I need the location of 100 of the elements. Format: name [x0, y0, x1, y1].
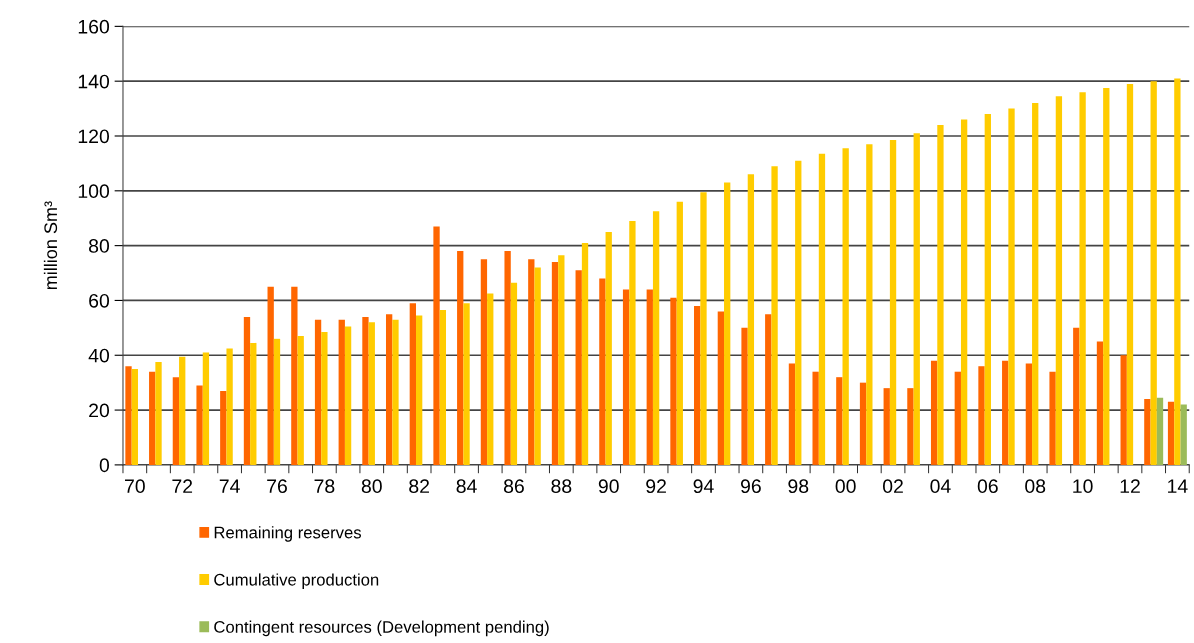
y-tick-label: 0	[99, 458, 110, 473]
bar	[575, 270, 582, 465]
bar	[622, 289, 630, 465]
bar	[984, 114, 991, 465]
bar	[131, 368, 138, 465]
bar	[1079, 92, 1086, 465]
bar	[889, 140, 897, 465]
bar	[978, 366, 985, 465]
x-tick-label: 98	[788, 479, 809, 494]
bar	[385, 314, 393, 465]
y-axis-title: million Sm³	[43, 201, 58, 290]
bar	[1073, 327, 1080, 465]
bar	[913, 133, 920, 465]
x-tick-label: 02	[882, 479, 903, 494]
bar	[480, 259, 488, 465]
bar	[291, 286, 298, 465]
legend-label: Remaining reserves	[214, 526, 362, 542]
bar	[409, 303, 416, 465]
legend-label: Contingent resources (Development pending)	[214, 620, 549, 637]
x-tick-label: 88	[551, 479, 572, 494]
bar	[1049, 371, 1056, 465]
bar	[765, 314, 772, 465]
bar	[724, 182, 731, 465]
bar	[125, 366, 132, 465]
bar	[1055, 96, 1063, 465]
bar	[344, 326, 352, 465]
bar	[155, 362, 162, 465]
bar	[558, 255, 565, 465]
x-tick-label: 06	[977, 479, 998, 494]
bar	[771, 166, 778, 465]
bar	[1180, 404, 1187, 465]
x-tick-label: 84	[456, 479, 477, 494]
bar	[605, 231, 612, 465]
bar	[196, 385, 203, 465]
bar	[1144, 399, 1151, 465]
x-tick-label: 00	[835, 479, 856, 494]
bar	[1156, 397, 1164, 465]
bar	[463, 303, 470, 465]
bar	[321, 331, 328, 465]
x-tick-label: 86	[503, 479, 524, 494]
x-tick-label: 74	[219, 479, 240, 493]
bar	[676, 201, 683, 465]
bar	[866, 144, 873, 465]
x-tick-label: 90	[598, 479, 619, 494]
legend-label: Cumulative production	[214, 573, 379, 589]
bar	[314, 319, 322, 465]
bar	[528, 259, 535, 465]
bar	[694, 305, 701, 465]
bar	[1008, 108, 1015, 465]
bar	[297, 336, 304, 465]
bar	[534, 267, 541, 465]
y-tick-label: 100	[78, 184, 110, 199]
bar	[1002, 360, 1009, 465]
bar	[954, 371, 961, 465]
bar	[243, 316, 251, 465]
bar	[717, 311, 725, 465]
x-tick-label: 76	[267, 479, 287, 494]
bar	[700, 192, 707, 465]
bar	[629, 220, 636, 465]
y-tick-label: 60	[89, 293, 110, 308]
bar	[149, 371, 156, 465]
bar	[1126, 83, 1134, 465]
bar	[795, 160, 802, 465]
x-tick-label: 10	[1073, 479, 1093, 494]
bar	[652, 211, 660, 465]
bar	[883, 388, 890, 465]
bar	[179, 356, 186, 465]
bar	[273, 338, 281, 465]
bar	[741, 327, 748, 465]
bar	[907, 388, 914, 465]
bar	[747, 174, 755, 465]
bar	[1174, 78, 1181, 465]
bar	[1032, 103, 1039, 465]
x-tick-label: 04	[930, 479, 951, 494]
bar	[859, 382, 867, 465]
bar	[250, 342, 257, 465]
x-tick-label: 70	[125, 479, 145, 494]
bar	[818, 153, 826, 465]
x-tick-label: 08	[1025, 479, 1046, 494]
bar	[439, 310, 447, 465]
bar	[581, 242, 589, 465]
bar	[362, 316, 369, 465]
bar	[788, 363, 796, 465]
bar	[267, 286, 274, 465]
bar	[416, 315, 423, 465]
x-tick-label: 82	[409, 479, 429, 494]
bar	[646, 289, 653, 465]
bar	[392, 319, 399, 465]
bar	[1103, 88, 1110, 465]
bar	[599, 278, 606, 465]
bar	[670, 297, 677, 465]
bar	[510, 282, 518, 465]
bar	[202, 352, 210, 465]
x-tick-label: 78	[314, 479, 335, 494]
x-tick-label: 14	[1168, 479, 1188, 493]
bar	[457, 251, 464, 465]
bar	[1120, 355, 1127, 465]
y-tick-label: 20	[89, 403, 110, 418]
bar	[368, 322, 375, 465]
x-tick-label: 96	[740, 479, 761, 494]
